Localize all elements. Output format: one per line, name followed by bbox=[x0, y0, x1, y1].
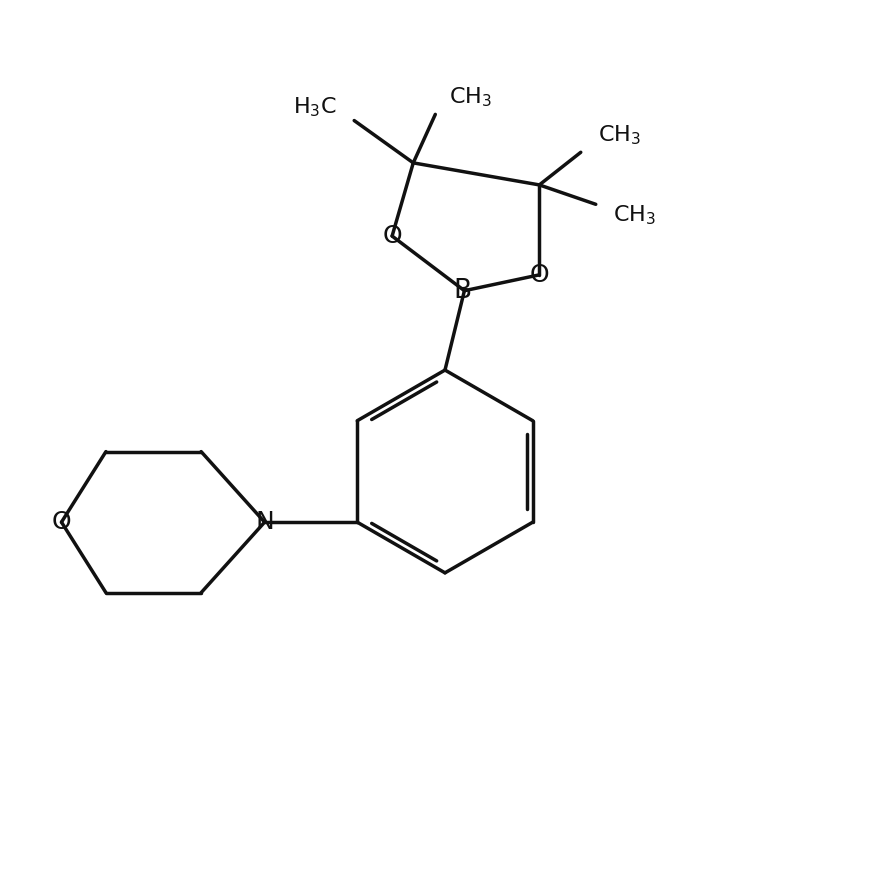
Text: CH$_3$: CH$_3$ bbox=[449, 85, 491, 109]
Text: O: O bbox=[52, 510, 71, 534]
Text: H$_3$C: H$_3$C bbox=[293, 95, 336, 119]
Text: CH$_3$: CH$_3$ bbox=[598, 124, 642, 148]
Text: O: O bbox=[530, 263, 549, 287]
Text: N: N bbox=[255, 510, 274, 534]
Text: CH$_3$: CH$_3$ bbox=[613, 203, 657, 227]
Text: B: B bbox=[454, 278, 472, 303]
Text: O: O bbox=[383, 224, 402, 248]
